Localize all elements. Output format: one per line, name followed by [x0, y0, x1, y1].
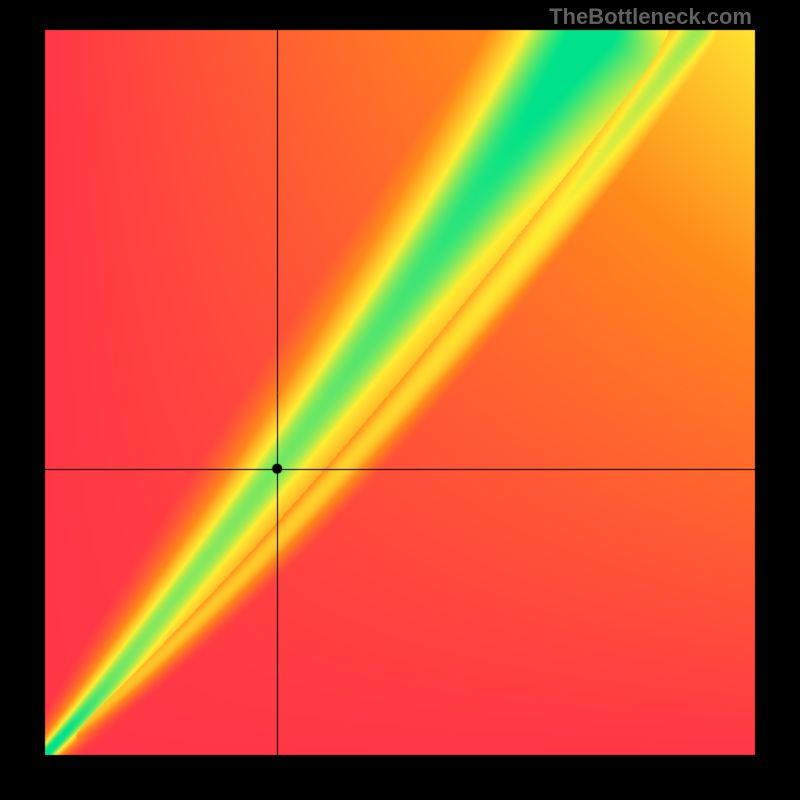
watermark-text: TheBottleneck.com: [549, 4, 752, 30]
chart-container: TheBottleneck.com: [0, 0, 800, 800]
heatmap-canvas: [0, 0, 800, 800]
